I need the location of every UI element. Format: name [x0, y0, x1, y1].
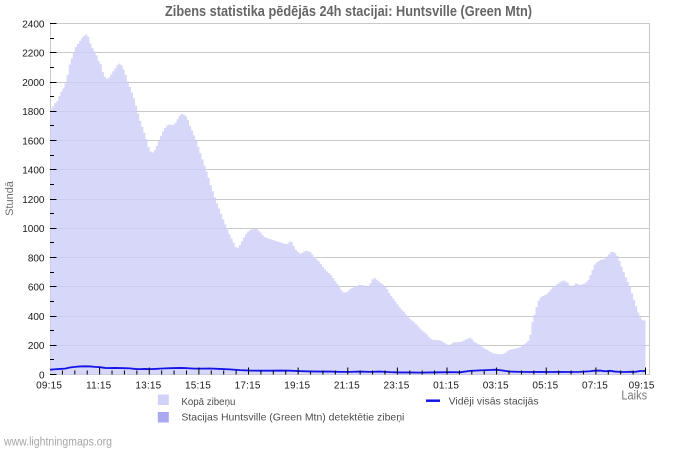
svg-text:23:15: 23:15	[383, 381, 409, 392]
svg-text:200: 200	[28, 341, 45, 352]
svg-text:11:15: 11:15	[86, 381, 112, 392]
svg-text:09:15: 09:15	[629, 381, 655, 392]
svg-text:13:15: 13:15	[135, 381, 161, 392]
svg-text:400: 400	[28, 312, 45, 323]
svg-text:2400: 2400	[22, 19, 45, 30]
svg-text:1200: 1200	[22, 195, 45, 206]
svg-text:05:15: 05:15	[532, 381, 558, 392]
svg-text:Vidēji visās stacijās: Vidēji visās stacijās	[449, 395, 539, 407]
svg-text:600: 600	[28, 283, 45, 294]
svg-text:Stacijas Huntsville (Green Mtn: Stacijas Huntsville (Green Mtn) detektēt…	[181, 411, 404, 423]
svg-text:15:15: 15:15	[185, 381, 211, 392]
svg-text:Zibens statistika pēdējās 24h: Zibens statistika pēdējās 24h stacijai: …	[165, 4, 532, 20]
svg-text:Laiks: Laiks	[621, 389, 647, 403]
svg-text:03:15: 03:15	[483, 381, 509, 392]
svg-text:1800: 1800	[22, 107, 45, 118]
svg-text:1400: 1400	[22, 166, 45, 177]
svg-text:17:15: 17:15	[235, 381, 261, 392]
svg-text:1000: 1000	[22, 224, 45, 235]
svg-text:800: 800	[28, 253, 45, 264]
svg-text:21:15: 21:15	[334, 381, 360, 392]
svg-text:2200: 2200	[22, 49, 45, 60]
svg-text:19:15: 19:15	[284, 381, 310, 392]
svg-text:09:15: 09:15	[36, 381, 62, 392]
svg-text:2000: 2000	[22, 78, 45, 89]
svg-text:Kopā zibeņu: Kopā zibeņu	[181, 396, 235, 408]
svg-text:www.lightningmaps.org: www.lightningmaps.org	[3, 437, 112, 449]
svg-text:1600: 1600	[22, 136, 45, 147]
svg-text:07:15: 07:15	[582, 381, 608, 392]
svg-text:Stundā: Stundā	[4, 180, 16, 216]
svg-text:01:15: 01:15	[433, 381, 459, 392]
svg-text:0: 0	[39, 370, 45, 381]
